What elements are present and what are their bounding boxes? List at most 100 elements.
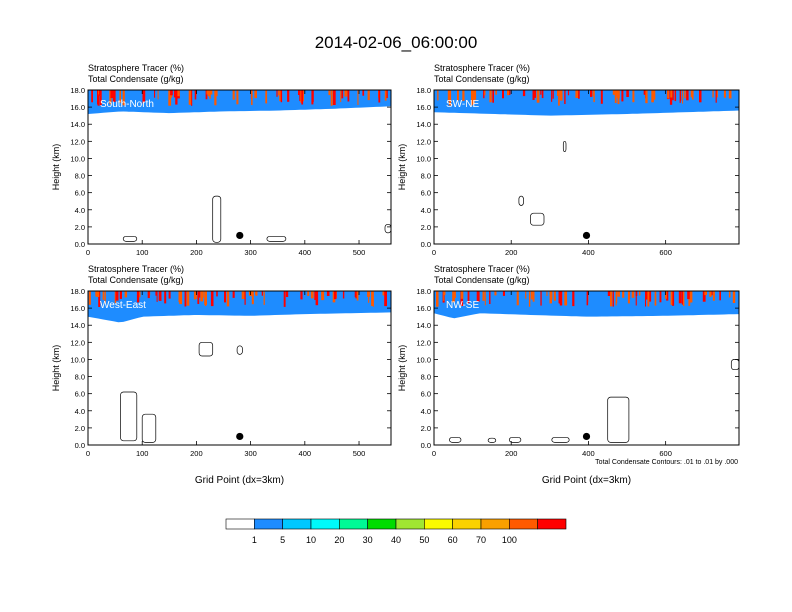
tracer-streak bbox=[300, 291, 303, 300]
tracer-streak bbox=[559, 291, 563, 306]
x-tick-label: 0 bbox=[86, 449, 90, 458]
x-axis-label: Grid Point (dx=3km) bbox=[195, 475, 284, 486]
y-tick-label: 0.0 bbox=[421, 240, 431, 249]
tracer-streak bbox=[457, 90, 459, 101]
tracer-streak bbox=[147, 291, 150, 299]
colorbar-swatch bbox=[225, 518, 255, 530]
condensate-contour bbox=[530, 212, 545, 226]
colorbar-swatch bbox=[424, 518, 453, 530]
panels: 0.0 2.0 4.0 6.0 8.0 10.0 12.0 14.0 16.0 18.0 0 100 2… bbox=[51, 63, 740, 486]
colorbar-swatch bbox=[282, 518, 312, 530]
tracer-streak bbox=[572, 291, 575, 307]
tracer-streak bbox=[471, 90, 473, 106]
tracer-streak bbox=[621, 90, 624, 102]
tracer-streak bbox=[328, 90, 331, 96]
tracer-streak bbox=[670, 291, 673, 305]
condensate-contour bbox=[551, 436, 570, 443]
tracer-streak bbox=[617, 291, 620, 297]
tracer-streak bbox=[261, 291, 263, 296]
x-tick-label: 0 bbox=[432, 248, 436, 257]
tracer-streak bbox=[341, 90, 344, 99]
tracer-streak bbox=[709, 291, 712, 297]
tracer-streak bbox=[732, 291, 736, 303]
colorbar-swatch bbox=[310, 518, 340, 530]
tracer-streak bbox=[557, 90, 559, 96]
tracer-streak bbox=[467, 291, 470, 304]
tracer-streak bbox=[300, 90, 303, 103]
y-tick-label: 2.0 bbox=[75, 424, 85, 433]
y-tick-label: 6.0 bbox=[421, 189, 431, 198]
tracer-streak bbox=[540, 90, 542, 95]
tracer-streak bbox=[502, 291, 505, 296]
tracer-streak bbox=[244, 291, 246, 305]
colorbar-label: 1 bbox=[252, 535, 257, 545]
x-tick-label: 200 bbox=[505, 248, 518, 257]
tracer-streak bbox=[371, 291, 374, 306]
tracer-streak bbox=[232, 90, 235, 100]
tracer-streak bbox=[179, 291, 183, 305]
tracer-streak bbox=[489, 90, 492, 103]
tracer-streak bbox=[382, 291, 385, 296]
colorbar-label: 70 bbox=[476, 535, 486, 545]
colorbar-label: 60 bbox=[448, 535, 458, 545]
tracer-streak bbox=[607, 291, 611, 296]
colorbar-label: 5 bbox=[280, 535, 285, 545]
tracer-streak bbox=[686, 90, 689, 101]
tracer-streak bbox=[551, 90, 553, 102]
y-tick-label: 0.0 bbox=[421, 441, 431, 450]
tracer-streak bbox=[699, 90, 702, 103]
x-tick-label: 100 bbox=[136, 449, 149, 458]
tracer-streak bbox=[224, 291, 226, 303]
colorbar-label: 10 bbox=[306, 535, 316, 545]
tracer-streak bbox=[462, 90, 465, 101]
tracer-streak bbox=[715, 90, 718, 98]
tracer-streak bbox=[298, 90, 300, 95]
tracer-streak bbox=[226, 291, 230, 307]
tracer-streak bbox=[124, 291, 128, 298]
condensate-contour bbox=[122, 235, 138, 242]
y-tick-label: 6.0 bbox=[75, 189, 85, 198]
tracer-streak bbox=[241, 291, 245, 299]
tracer-streak bbox=[209, 90, 211, 99]
y-tick-label: 16.0 bbox=[416, 304, 431, 313]
tracer-streak bbox=[645, 291, 648, 300]
y-tick-label: 0.0 bbox=[75, 240, 85, 249]
y-tick-label: 14.0 bbox=[416, 321, 431, 330]
panel-name: NW-SE bbox=[446, 300, 479, 311]
tracer-streak bbox=[670, 90, 673, 98]
tracer-streak bbox=[204, 291, 207, 307]
panel-label-tracer: Stratosphere Tracer (%) bbox=[434, 264, 530, 274]
y-tick-label: 2.0 bbox=[75, 223, 85, 232]
y-tick-label: 4.0 bbox=[421, 206, 431, 215]
colorbar-swatch bbox=[367, 518, 397, 530]
tracer-streak bbox=[712, 90, 714, 98]
y-tick-label: 2.0 bbox=[421, 424, 431, 433]
tracer-streak bbox=[280, 90, 283, 103]
tracer-streak bbox=[119, 90, 121, 103]
x-tick-label: 400 bbox=[582, 248, 595, 257]
tracer-streak bbox=[507, 90, 510, 96]
tracer-streak bbox=[484, 291, 486, 306]
tracer-streak bbox=[205, 90, 208, 100]
tracer-streak bbox=[525, 291, 527, 299]
plot-frame bbox=[433, 290, 740, 446]
colorbar-swatch bbox=[509, 518, 538, 530]
panel-label-tracer: Stratosphere Tracer (%) bbox=[434, 63, 530, 73]
condensate-contour bbox=[449, 436, 462, 443]
tracer-streak bbox=[215, 90, 218, 97]
tracer-streak bbox=[638, 291, 641, 296]
tracer-streak bbox=[195, 291, 197, 300]
tracer-streak bbox=[342, 291, 345, 299]
tracer-streak bbox=[283, 291, 286, 307]
tracer-streak bbox=[635, 291, 638, 296]
tracer-streak bbox=[692, 90, 694, 100]
tracer-field bbox=[88, 90, 391, 114]
tracer-streak bbox=[710, 291, 713, 296]
tracer-streak bbox=[285, 291, 289, 297]
tracer-streak bbox=[372, 291, 374, 307]
tracer-streak bbox=[362, 90, 365, 96]
tracer-streak bbox=[476, 291, 480, 302]
tracer-band-1 bbox=[88, 90, 391, 114]
tracer-streak bbox=[254, 90, 257, 99]
colorbar-label: 50 bbox=[419, 535, 429, 545]
